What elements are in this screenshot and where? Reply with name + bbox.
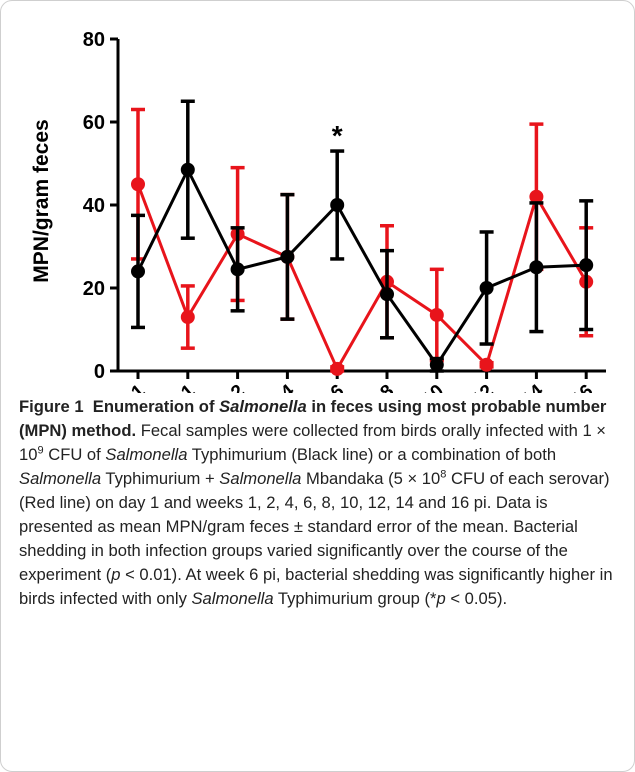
caption-run: Salmonella — [19, 469, 102, 488]
caption-run: p — [436, 589, 446, 608]
point — [131, 264, 145, 279]
caption-run: 9 — [37, 444, 44, 457]
y-tick-label: 60 — [83, 112, 105, 134]
point — [180, 162, 195, 177]
point — [180, 310, 195, 325]
caption-run: Typhimurium + — [101, 469, 220, 488]
series-line — [136, 166, 587, 368]
caption-title: Enumeration of Salmonella in feces using… — [19, 397, 606, 440]
point — [131, 177, 145, 192]
caption-run: p — [111, 565, 121, 584]
series-line — [136, 183, 588, 373]
caption-run: CFU of — [43, 445, 106, 464]
caption-run: Salmonella — [191, 589, 274, 608]
y-tick-label: 40 — [83, 195, 105, 217]
caption-run: Salmonella — [219, 469, 302, 488]
figure-label: Figure 1 — [19, 397, 84, 416]
caption-run: < 0.01). At week 6 pi, bacterial sheddin… — [19, 565, 613, 608]
y-tick-label: 0 — [94, 361, 105, 383]
point — [230, 262, 245, 277]
x-tick-label: Week 8 — [335, 381, 398, 393]
point — [330, 198, 345, 212]
point — [280, 249, 295, 264]
x-tick-label: Week 4 — [235, 380, 299, 393]
caption-run: in feces using most probable number (MPN… — [19, 397, 607, 440]
point — [529, 189, 544, 204]
x-tick-label: Week 2 — [185, 381, 248, 393]
point — [579, 258, 594, 273]
caption-run: Typhimurium group (* — [273, 589, 437, 608]
x-tick-label: Week 1 — [136, 380, 200, 393]
chart: MPN/gram feces 020406080Day 1Week 1Week … — [30, 29, 606, 393]
y-axis-label: MPN/gram feces — [30, 119, 53, 282]
caption-run: 8 — [440, 468, 447, 481]
x-tick-label: Week 6 — [285, 381, 348, 393]
point — [330, 361, 345, 376]
y-tick-label: 80 — [83, 29, 105, 51]
caption-run: Fecal samples were collected from birds … — [19, 421, 606, 464]
caption-run: Salmonella — [105, 445, 188, 464]
caption-run: Salmonella — [219, 397, 307, 416]
point — [529, 260, 544, 275]
caption-run: CFU of each serovar) (Red line) on day 1… — [19, 469, 610, 584]
caption-run: Typhimurium (Black line) or a combinatio… — [187, 445, 557, 464]
caption: Figure 1 Enumeration of Salmonella in fe… — [19, 395, 619, 611]
point — [479, 357, 494, 372]
point — [429, 307, 444, 322]
caption-run: < 0.05). — [445, 589, 508, 608]
point — [429, 357, 444, 372]
point — [380, 287, 394, 302]
y-tick-label: 20 — [83, 278, 105, 300]
point — [479, 281, 494, 295]
caption-run: Enumeration of — [92, 397, 220, 416]
caption-run: Mbandaka (5 × 10 — [301, 469, 441, 488]
annotation: * — [332, 120, 343, 151]
